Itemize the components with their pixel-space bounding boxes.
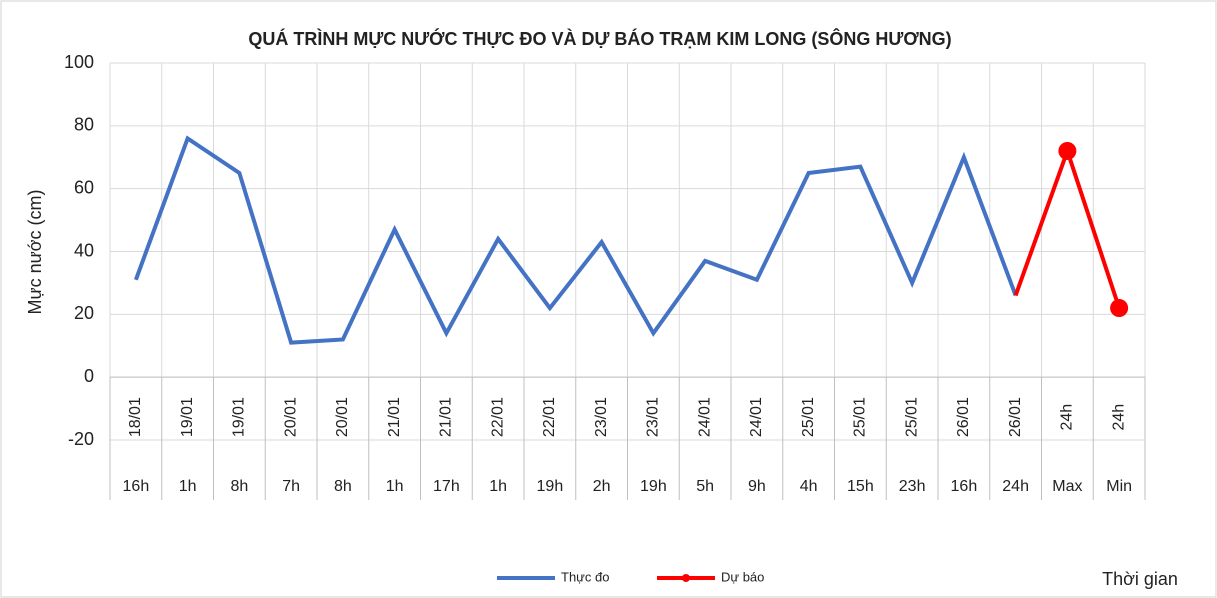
x-tick-label: 22/01 [541,397,558,437]
x-tick-label: 25/01 [852,397,869,437]
x-tick-label: 24h [1110,404,1127,431]
x-sub-label: Min [1106,478,1132,495]
y-tick-label: 60 [74,177,94,197]
x-sub-label: 1h [489,478,507,495]
y-tick-label: 40 [74,240,94,260]
x-tick-label: 21/01 [438,397,455,437]
series-marker [1058,141,1077,160]
y-tick-label: -20 [68,429,94,449]
x-tick-label: 24/01 [748,397,765,437]
x-sub-label: 1h [179,478,197,495]
x-sub-label: Max [1052,478,1082,495]
x-sub-label: 19h [537,478,564,495]
x-sub-label: 2h [593,478,611,495]
x-sub-label: 23h [899,478,926,495]
x-tick-label: 26/01 [955,397,972,437]
x-sub-label: 19h [640,478,667,495]
x-tick-label: 26/01 [1007,397,1024,437]
y-tick-label: 0 [84,366,94,386]
x-tick-label: 24/01 [696,397,713,437]
x-tick-label: 21/01 [386,397,403,437]
x-tick-label: 23/01 [593,397,610,437]
x-sub-label: 16h [951,478,978,495]
x-sub-label: 16h [123,478,150,495]
x-tick-label: 22/01 [489,397,506,437]
x-tick-label: 20/01 [334,397,351,437]
x-tick-label: 24h [1059,404,1076,431]
y-axis-title: Mực nước (cm) [25,190,45,315]
x-sub-label: 7h [282,478,300,495]
x-sub-label: 17h [433,478,460,495]
x-tick-label: 18/01 [127,397,144,437]
x-tick-label: 19/01 [231,397,248,437]
x-sub-label: 8h [230,478,248,495]
x-sub-label: 15h [847,478,874,495]
legend-marker [682,574,690,582]
x-sub-label: 8h [334,478,352,495]
x-tick-label: 23/01 [645,397,662,437]
x-tick-label: 19/01 [179,397,196,437]
legend-label: Dự báo [721,569,764,584]
x-sub-label: 9h [748,478,766,495]
x-sub-label: 1h [386,478,404,495]
chart-title: QUÁ TRÌNH MỰC NƯỚC THỰC ĐO VÀ DỰ BÁO TRẠ… [248,28,951,49]
series-marker [1110,299,1129,318]
y-tick-label: 20 [74,303,94,323]
x-tick-label: 25/01 [800,397,817,437]
x-axis-title: Thời gian [1102,569,1178,589]
x-tick-label: 25/01 [903,397,920,437]
x-tick-label: 20/01 [282,397,299,437]
x-sub-label: 5h [696,478,714,495]
x-sub-label: 24h [1002,478,1029,495]
y-tick-label: 80 [74,115,94,135]
legend-label: Thực đo [561,569,609,584]
series-line [133,135,1018,345]
y-tick-label: 100 [64,52,94,72]
x-sub-label: 4h [800,478,818,495]
